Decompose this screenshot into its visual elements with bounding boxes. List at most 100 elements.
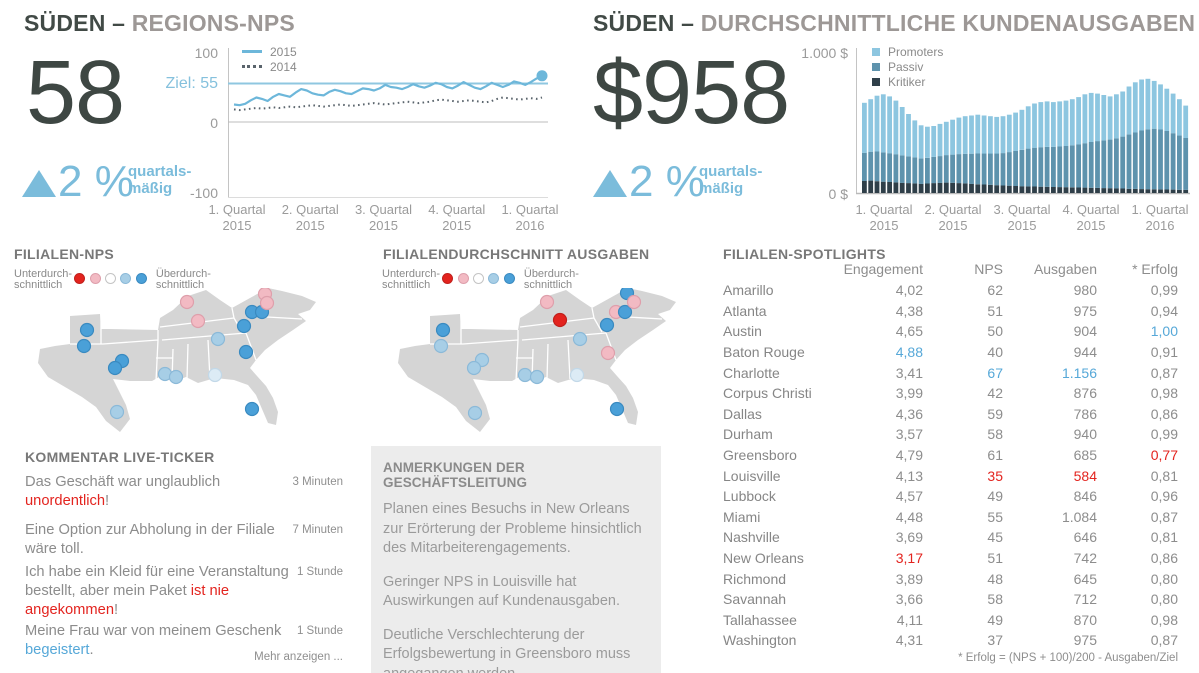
- bar-segment-kritiker[interactable]: [1076, 187, 1081, 194]
- bar-segment-passiv[interactable]: [937, 156, 943, 183]
- bar-segment-passiv[interactable]: [1044, 146, 1050, 187]
- bar-segment-promoters[interactable]: [1038, 102, 1044, 148]
- bar-segment-promoters[interactable]: [887, 96, 892, 154]
- bar-segment-promoters[interactable]: [1120, 91, 1126, 137]
- bar-segment-promoters[interactable]: [931, 126, 937, 157]
- bar-segment-passiv[interactable]: [1025, 148, 1031, 187]
- bar-segment-passiv[interactable]: [906, 156, 911, 184]
- bar-segment-passiv[interactable]: [912, 157, 918, 184]
- store-dot-lightblue[interactable]: [109, 404, 125, 420]
- bar-segment-passiv[interactable]: [1019, 149, 1025, 187]
- bar-segment-kritiker[interactable]: [1000, 185, 1006, 194]
- bar-segment-promoters[interactable]: [1032, 103, 1037, 148]
- bar-segment-kritiker[interactable]: [1013, 185, 1018, 193]
- bar-segment-kritiker[interactable]: [1151, 189, 1157, 193]
- bar-segment-promoters[interactable]: [994, 116, 1000, 154]
- bar-segment-promoters[interactable]: [1025, 106, 1031, 149]
- bar-segment-promoters[interactable]: [880, 94, 886, 153]
- store-dot-blue[interactable]: [599, 317, 615, 333]
- bar-segment-promoters[interactable]: [1044, 101, 1050, 147]
- store-dot-pink[interactable]: [626, 294, 642, 310]
- bar-segment-kritiker[interactable]: [1069, 187, 1075, 193]
- bar-segment-kritiker[interactable]: [956, 183, 962, 193]
- bar-segment-promoters[interactable]: [1000, 116, 1006, 154]
- bar-segment-kritiker[interactable]: [1051, 186, 1056, 193]
- bar-segment-promoters[interactable]: [893, 100, 899, 155]
- bar-segment-passiv[interactable]: [1051, 146, 1056, 187]
- bar-segment-passiv[interactable]: [1063, 146, 1069, 188]
- store-dot-blue[interactable]: [244, 401, 260, 417]
- bar-segment-passiv[interactable]: [918, 158, 924, 184]
- bar-segment-kritiker[interactable]: [950, 182, 955, 193]
- bar-segment-kritiker[interactable]: [1107, 188, 1113, 193]
- bar-segment-kritiker[interactable]: [981, 184, 987, 194]
- bar-segment-promoters[interactable]: [1107, 96, 1113, 140]
- bar-segment-passiv[interactable]: [1183, 138, 1189, 190]
- bar-segment-promoters[interactable]: [1132, 82, 1138, 133]
- store-dot-lightblue[interactable]: [467, 405, 483, 421]
- store-dot-palest[interactable]: [207, 367, 223, 383]
- store-dot-pink[interactable]: [179, 294, 195, 310]
- bar-segment-kritiker[interactable]: [988, 184, 993, 193]
- bar-segment-passiv[interactable]: [1164, 131, 1170, 190]
- store-dot-pink[interactable]: [539, 294, 555, 310]
- bar-segment-promoters[interactable]: [899, 107, 905, 156]
- current-value-dot[interactable]: [536, 70, 548, 82]
- bar-segment-kritiker[interactable]: [1095, 187, 1100, 193]
- bar-segment-promoters[interactable]: [981, 115, 987, 154]
- bar-segment-kritiker[interactable]: [1177, 189, 1182, 193]
- bar-segment-kritiker[interactable]: [1145, 189, 1151, 193]
- bar-segment-kritiker[interactable]: [1057, 187, 1063, 193]
- bar-segment-passiv[interactable]: [1151, 128, 1157, 190]
- bar-segment-kritiker[interactable]: [1158, 189, 1163, 194]
- bar-segment-passiv[interactable]: [899, 155, 905, 183]
- bar-segment-passiv[interactable]: [975, 153, 981, 185]
- store-dot-palest[interactable]: [569, 367, 585, 383]
- bar-segment-kritiker[interactable]: [1139, 189, 1144, 193]
- bar-segment-passiv[interactable]: [1132, 132, 1138, 189]
- bar-segment-kritiker[interactable]: [880, 181, 886, 193]
- bar-segment-promoters[interactable]: [1076, 97, 1081, 145]
- bar-segment-passiv[interactable]: [1120, 136, 1126, 189]
- bar-segment-kritiker[interactable]: [962, 183, 968, 193]
- bar-segment-passiv[interactable]: [1170, 133, 1176, 190]
- bar-segment-kritiker[interactable]: [1038, 186, 1044, 193]
- bar-segment-passiv[interactable]: [1177, 135, 1182, 190]
- bar-segment-passiv[interactable]: [1114, 138, 1119, 189]
- bar-segment-passiv[interactable]: [1145, 129, 1151, 190]
- bar-segment-passiv[interactable]: [887, 153, 892, 182]
- bar-segment-kritiker[interactable]: [1170, 189, 1176, 193]
- bar-segment-promoters[interactable]: [1013, 112, 1018, 151]
- bar-segment-kritiker[interactable]: [994, 185, 1000, 193]
- bar-segment-promoters[interactable]: [874, 95, 880, 152]
- bar-segment-promoters[interactable]: [937, 123, 943, 156]
- bar-segment-promoters[interactable]: [862, 102, 867, 153]
- bar-segment-passiv[interactable]: [1038, 147, 1044, 187]
- bar-segment-passiv[interactable]: [1126, 134, 1132, 189]
- bar-segment-kritiker[interactable]: [1132, 188, 1138, 193]
- store-dot-pink[interactable]: [190, 313, 206, 329]
- bar-segment-promoters[interactable]: [975, 114, 981, 154]
- bar-segment-passiv[interactable]: [962, 153, 968, 184]
- bar-segment-kritiker[interactable]: [1044, 186, 1050, 193]
- bar-segment-kritiker[interactable]: [887, 182, 892, 193]
- bar-segment-promoters[interactable]: [1151, 80, 1157, 129]
- store-dot-lightblue[interactable]: [529, 369, 545, 385]
- bar-segment-promoters[interactable]: [950, 119, 955, 155]
- bar-segment-promoters[interactable]: [1139, 79, 1144, 131]
- store-dot-blue[interactable]: [435, 322, 451, 338]
- bar-segment-promoters[interactable]: [918, 125, 924, 159]
- bar-segment-passiv[interactable]: [1013, 151, 1018, 186]
- bar-segment-promoters[interactable]: [1170, 93, 1176, 134]
- bar-segment-kritiker[interactable]: [1126, 188, 1132, 193]
- store-dot-blue[interactable]: [236, 318, 252, 334]
- bar-segment-passiv[interactable]: [1095, 141, 1100, 188]
- store-dot-red[interactable]: [552, 312, 568, 328]
- bar-segment-kritiker[interactable]: [1120, 188, 1126, 194]
- bar-segment-kritiker[interactable]: [906, 183, 911, 193]
- store-dot-lightblue[interactable]: [517, 367, 533, 383]
- bar-segment-promoters[interactable]: [925, 126, 930, 158]
- bar-segment-promoters[interactable]: [1145, 78, 1151, 130]
- bar-segment-passiv[interactable]: [1082, 143, 1088, 188]
- bar-segment-promoters[interactable]: [1006, 114, 1012, 153]
